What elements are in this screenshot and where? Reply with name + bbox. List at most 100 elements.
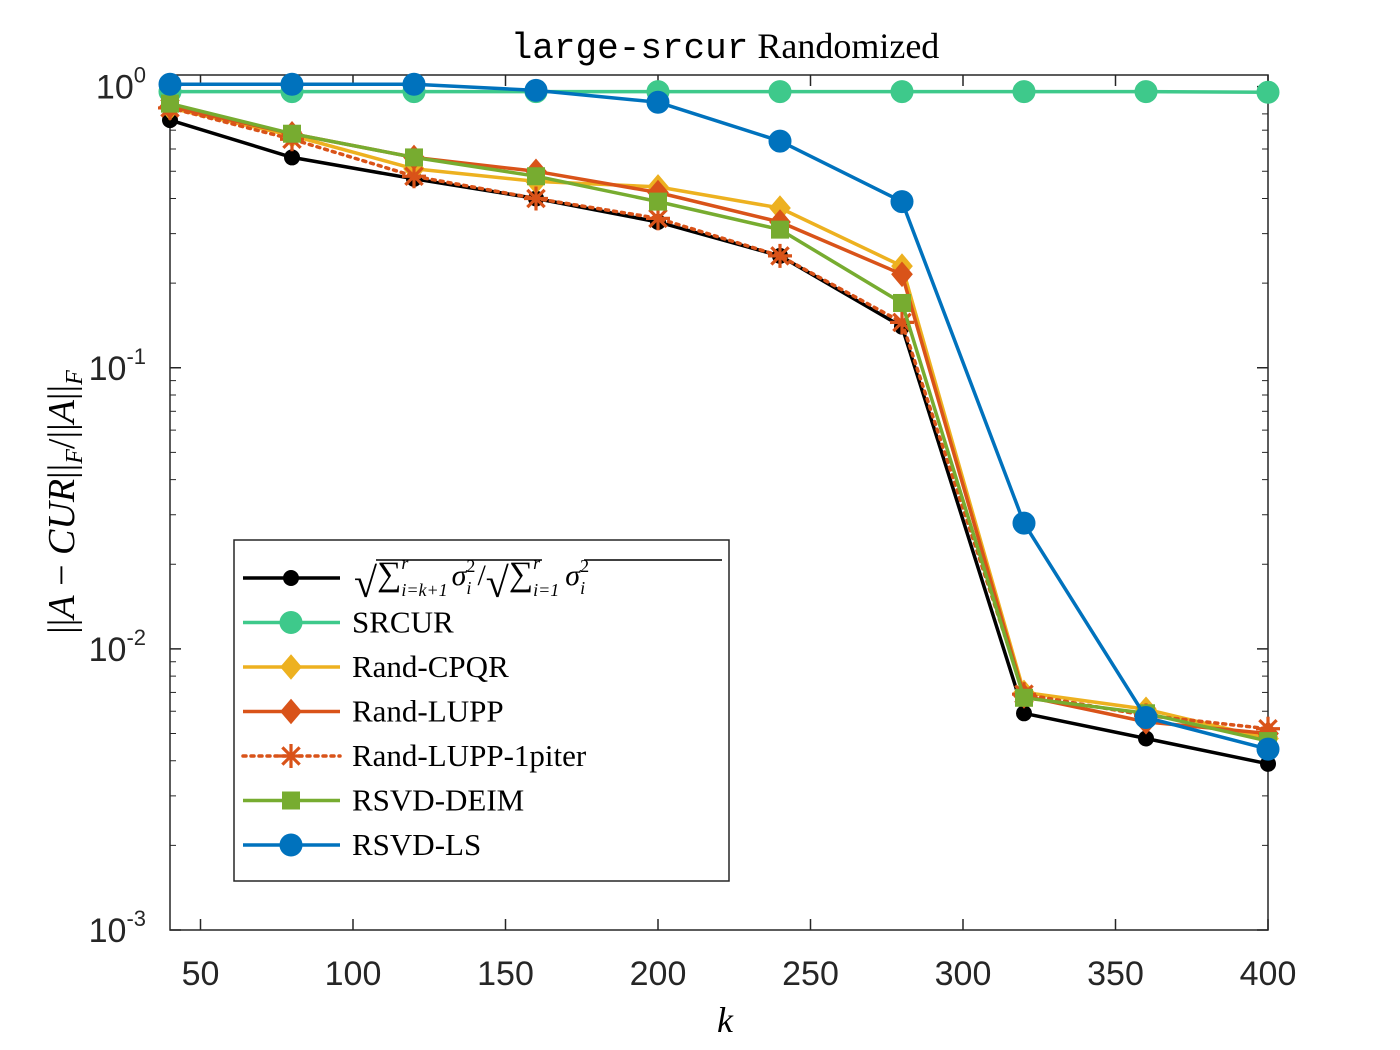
x-tick-label: 150 xyxy=(477,955,534,993)
data-point xyxy=(646,90,670,114)
formula-sup-2a: 2 xyxy=(466,556,475,576)
data-point xyxy=(1012,80,1036,104)
y-tick-label: 10-3 xyxy=(89,906,146,950)
data-point xyxy=(1134,80,1158,104)
formula-sqrt-2: √ xyxy=(486,561,510,607)
legend-formula: √∑r i=k+1 σ2 i/√∑r i=1 σ2 i xyxy=(354,553,589,607)
data-point xyxy=(768,243,792,268)
data-point xyxy=(402,72,426,96)
legend-marker xyxy=(282,791,300,810)
y-tick-label: 100 xyxy=(96,63,146,107)
legend-marker xyxy=(279,611,303,634)
formula-sub-2: i=1 xyxy=(533,580,559,600)
formula-sup-r-2: r xyxy=(533,553,541,573)
legend-entry: RSVD-DEIM xyxy=(243,783,524,818)
x-tick-label: 300 xyxy=(935,955,992,993)
data-point xyxy=(1256,80,1280,104)
legend-label: Rand-CPQR xyxy=(352,649,509,684)
formula-sup-2b: 2 xyxy=(580,556,589,576)
legend-marker xyxy=(280,698,302,725)
series-rsvd-ls xyxy=(158,72,1280,761)
chart-title: large-srcur Randomized xyxy=(511,26,940,69)
ylabel-cur: CUR xyxy=(41,479,83,555)
legend-entry: RSVD-LS xyxy=(243,827,481,862)
x-tick-label: 350 xyxy=(1087,955,1144,993)
data-point xyxy=(527,167,545,186)
legend-label: Rand-LUPP-1piter xyxy=(352,738,587,773)
legend-entry: SRCUR xyxy=(243,605,454,640)
series-line xyxy=(170,82,1269,751)
series-line xyxy=(169,106,1269,741)
y-tick-label: 10-1 xyxy=(89,344,146,388)
x-axis-label: k xyxy=(717,1000,734,1040)
legend-entry: Rand-LUPP xyxy=(243,694,504,729)
data-point xyxy=(1138,730,1154,747)
data-point xyxy=(768,80,792,104)
data-point xyxy=(768,129,792,153)
data-point xyxy=(891,261,913,288)
y-axis-label: ||A − CUR||F/||A||F xyxy=(41,370,88,634)
data-point xyxy=(1256,737,1280,761)
data-point xyxy=(284,149,300,166)
formula-sigma-1: σ xyxy=(452,559,468,592)
data-point xyxy=(1012,511,1036,535)
data-point xyxy=(402,164,426,189)
series-layer xyxy=(158,72,1280,772)
ylabel-bar-4: || xyxy=(41,385,83,400)
chart-title-text: Randomized xyxy=(748,26,939,66)
x-tick-label: 100 xyxy=(325,955,382,993)
data-point xyxy=(405,148,423,167)
svg-text:||A − CUR||F/||A||F: ||A − CUR||F/||A||F xyxy=(41,370,88,634)
series-line xyxy=(169,101,1269,743)
legend-marker xyxy=(280,654,302,680)
x-axis: 50 100 150 200 250 300 350 400 xyxy=(182,75,1297,993)
data-point xyxy=(158,72,182,96)
formula-sup-r-1: r xyxy=(401,553,409,573)
y-tick-label: 10-2 xyxy=(89,625,146,669)
formula-sum-2: ∑ xyxy=(509,556,533,593)
legend-label: Rand-LUPP xyxy=(352,694,504,729)
data-point xyxy=(524,78,548,102)
data-point xyxy=(283,124,301,143)
formula-sub-1: i=k+1 xyxy=(401,580,447,600)
formula-sum-1: ∑ xyxy=(377,556,401,593)
legend: SRCUR Rand-CPQR Rand-LUPP Rand-LUPP-1piter R… xyxy=(233,539,730,882)
legend-label: RSVD-DEIM xyxy=(352,783,524,818)
ylabel-slash: / xyxy=(41,438,83,449)
ylabel-sub-2: F xyxy=(62,370,88,386)
legend-label: RSVD-LS xyxy=(352,827,481,862)
data-point xyxy=(1134,706,1158,730)
ylabel-a-2: A xyxy=(41,399,83,426)
legend-label: SRCUR xyxy=(352,605,454,640)
ylabel-minus: − xyxy=(41,555,83,595)
x-tick-label: 400 xyxy=(1240,955,1297,993)
data-point xyxy=(280,72,304,96)
data-point xyxy=(890,190,914,214)
series-line xyxy=(170,89,1269,95)
data-point xyxy=(524,186,548,211)
data-point xyxy=(1016,705,1032,722)
data-point xyxy=(1015,688,1033,707)
ylabel-sub-1: F xyxy=(62,449,88,465)
ylabel-bar-2: || xyxy=(41,464,83,479)
formula-sub-i-2: i xyxy=(580,578,585,598)
y-axis: 100 10-1 10-2 10-3 xyxy=(89,63,1268,950)
formula-sigma-2: σ xyxy=(565,559,581,592)
legend-entry xyxy=(243,570,340,586)
data-point xyxy=(161,94,179,113)
legend-entry: Rand-CPQR xyxy=(243,649,509,684)
ylabel-a: A xyxy=(41,595,83,622)
series-line xyxy=(169,118,1269,766)
formula-slash: / xyxy=(477,559,486,592)
x-tick-label: 200 xyxy=(630,955,687,993)
legend-entry: Rand-LUPP-1piter xyxy=(241,738,587,773)
legend-marker xyxy=(279,833,303,857)
data-point xyxy=(890,80,914,104)
ylabel-bar-1: || xyxy=(41,619,83,634)
formula-sqrt-1: √ xyxy=(354,561,378,607)
x-tick-label: 250 xyxy=(782,955,839,993)
legend-marker xyxy=(283,570,299,586)
data-point xyxy=(893,293,911,312)
data-point xyxy=(649,192,667,211)
